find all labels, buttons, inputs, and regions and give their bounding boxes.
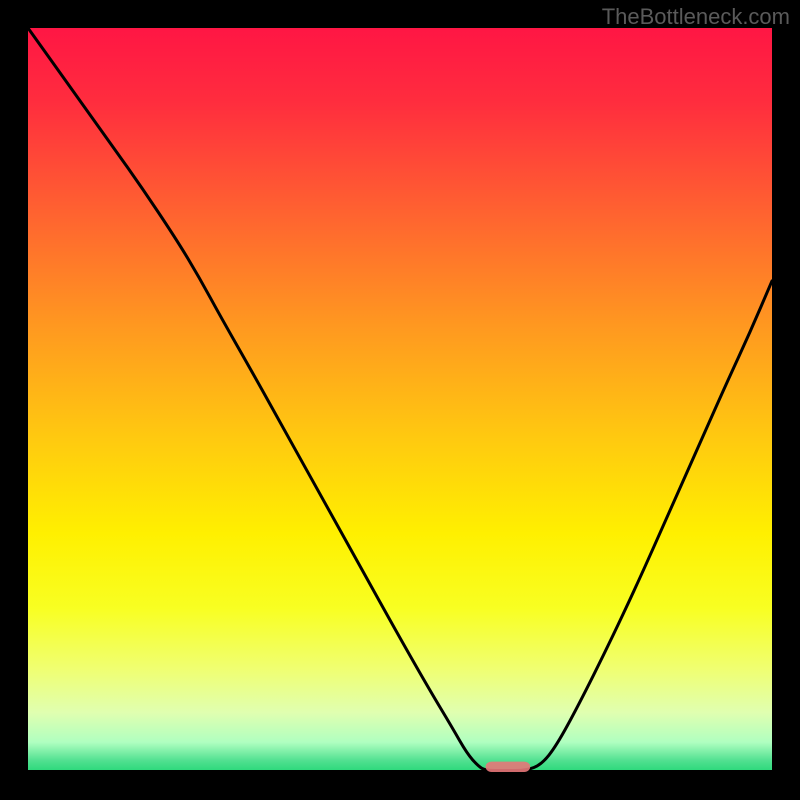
- watermark-text: TheBottleneck.com: [602, 4, 790, 30]
- plot-background: [28, 28, 772, 772]
- bottleneck-chart: TheBottleneck.com: [0, 0, 800, 800]
- chart-svg: [0, 0, 800, 800]
- optimal-marker: [486, 762, 531, 772]
